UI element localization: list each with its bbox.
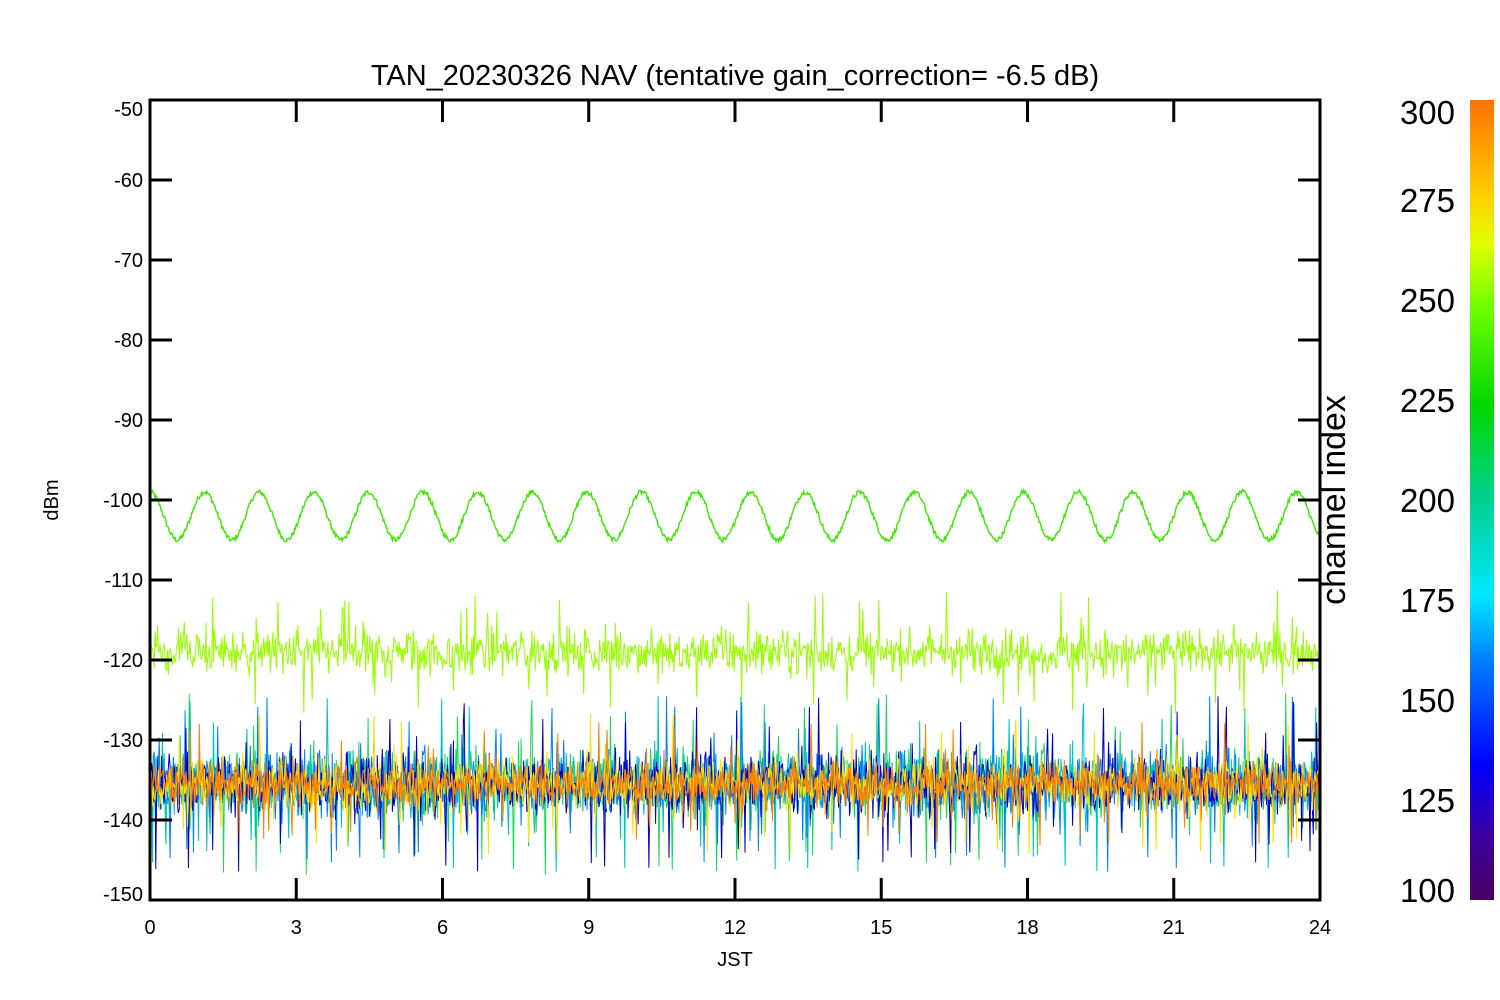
y-tick-label: -70 [114, 250, 143, 272]
y-tick-label: -140 [103, 810, 143, 832]
x-tick-label: 3 [291, 917, 302, 939]
colorbar-tick-label: 250 [1400, 282, 1455, 319]
y-tick-label: -50 [114, 99, 143, 121]
series-layer [150, 487, 1320, 876]
colorbar-tick-label: 150 [1400, 682, 1455, 719]
colorbar-tick-label: 300 [1400, 94, 1455, 131]
y-tick-label: -90 [114, 410, 143, 432]
y-axis-label: dBm [41, 479, 63, 520]
x-tick-label: 15 [870, 917, 892, 939]
x-tick-label: 9 [583, 917, 594, 939]
colorbar-tick-label: 125 [1400, 782, 1455, 819]
plot-frame [148, 98, 1322, 902]
y-tick-label: -110 [104, 570, 143, 592]
y-tick-label: -120 [103, 650, 143, 672]
x-tick-labels: 0 3 6 9 12 15 18 21 24 [144, 917, 1331, 939]
colorbar-tick-label: 275 [1400, 182, 1455, 219]
colorbar-tick-label: 200 [1400, 482, 1455, 519]
colorbar-tick-label: 100 [1400, 872, 1455, 909]
series-channel-300 [150, 722, 1320, 846]
y-tick-label: -60 [114, 170, 143, 192]
series-channel-262 [150, 590, 1320, 714]
colorbar-label: channel index [1315, 395, 1353, 605]
y-tick-labels: -50 -60 -70 -80 -90 -100 -110 -120 -130 -140 -150 [103, 99, 143, 906]
x-tick-label: 18 [1016, 917, 1038, 939]
chart-title: TAN_20230326 NAV (tentative gain_correct… [371, 60, 1099, 92]
x-tick-label: 6 [437, 917, 448, 939]
colorbar-tick-label: 175 [1400, 582, 1455, 619]
x-tick-label: 24 [1309, 917, 1331, 939]
y-tick-label: -80 [114, 330, 143, 352]
y-tick-label: -130 [103, 730, 143, 752]
x-tick-label: 12 [724, 917, 746, 939]
y-tick-label: -150 [103, 884, 143, 906]
x-tick-label: 0 [144, 917, 155, 939]
series-channel-240 [150, 487, 1320, 544]
x-axis-label: JST [717, 949, 753, 971]
colorbar [1470, 100, 1494, 900]
colorbar-tick-label: 225 [1400, 382, 1455, 419]
x-tick-label: 21 [1163, 917, 1185, 939]
y-tick-label: -100 [103, 490, 143, 512]
colorbar-tick-labels: 300 275 250 225 200 175 150 125 100 [1400, 94, 1455, 909]
